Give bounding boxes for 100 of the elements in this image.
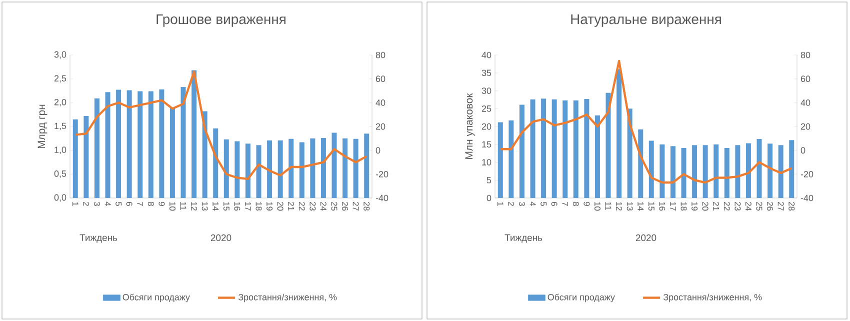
bar — [756, 139, 762, 198]
y-tick-label: 20 — [482, 123, 492, 130]
x-tick-label: 15 — [648, 202, 654, 211]
bar — [256, 145, 262, 198]
bar — [353, 138, 358, 198]
bar — [702, 145, 708, 198]
y-tick-label: 2,0 — [54, 98, 66, 106]
text: Тиждень — [504, 234, 542, 243]
x-tick-label: 13 — [202, 202, 208, 211]
x-tick-label: 2 — [83, 202, 90, 206]
x-tick-label: 3 — [518, 202, 525, 206]
x-tick-label: 19 — [692, 202, 698, 211]
y2-tick-label: -40 — [376, 194, 388, 202]
y-tick-label: 5 — [486, 176, 492, 184]
x-tick-label: 14 — [638, 202, 644, 211]
x-tick-label: 6 — [551, 202, 558, 206]
x-tick-label: 4 — [104, 202, 111, 206]
bar — [126, 90, 132, 198]
y2-tick-label: 60 — [800, 76, 810, 82]
x-tick-label: 17 — [245, 202, 251, 211]
x-tick-label: 24 — [320, 202, 326, 211]
x-axis-title: 2020 — [636, 234, 656, 242]
y2-tick-label: 0 — [800, 147, 806, 154]
x-tick-label: 23 — [310, 202, 316, 211]
y-tick-label: 10 — [482, 159, 492, 166]
bar — [288, 138, 294, 198]
y-axis-title: Млрд грн — [38, 104, 48, 148]
y-tick-label: 25 — [482, 105, 492, 112]
bar — [616, 69, 622, 198]
x-tick-label: 18 — [256, 202, 262, 211]
y2-tick-label: -40 — [800, 194, 814, 202]
bar — [299, 142, 304, 198]
y-tick-label: 0,0 — [54, 194, 66, 202]
bar — [606, 92, 611, 198]
line-series — [499, 60, 793, 184]
x-tick-label: 25 — [756, 202, 762, 211]
x-tick-label: 11 — [180, 202, 186, 210]
bar — [768, 144, 773, 198]
y2-tick-label: 60 — [376, 76, 386, 82]
bar — [681, 148, 686, 198]
y-tick-label: 0 — [486, 194, 492, 202]
bar — [789, 140, 794, 198]
bar — [692, 145, 698, 198]
bar — [84, 116, 89, 198]
bar — [310, 138, 316, 198]
y-tick-label: 2,5 — [54, 75, 66, 83]
y2-tick-label: 80 — [800, 52, 810, 58]
bar — [342, 138, 348, 198]
bar — [714, 144, 719, 198]
x-tick-label: 14 — [212, 202, 219, 211]
x-tick-label: 5 — [540, 202, 546, 206]
x-tick-label: 17 — [670, 202, 676, 211]
bar — [170, 107, 175, 198]
bar — [159, 89, 164, 198]
y2-tick-label: 40 — [800, 99, 810, 106]
bar — [213, 128, 218, 198]
bar — [562, 100, 568, 198]
bar — [498, 122, 503, 198]
x-tick-label: 2 — [508, 202, 514, 206]
bar — [180, 86, 186, 198]
x-tick-label: 27 — [352, 202, 359, 211]
x-tick-label: 7 — [562, 202, 568, 206]
x-tick-label: 20 — [277, 202, 284, 211]
x-tick-label: 10 — [594, 202, 600, 211]
bar — [138, 91, 143, 198]
x-tick-label: 4 — [530, 202, 536, 206]
x-tick-label: 12 — [616, 202, 622, 211]
x-tick-label: 8 — [572, 202, 579, 206]
y2-tick-label: 20 — [800, 123, 810, 130]
bar — [278, 140, 283, 198]
x-tick-label: 8 — [148, 202, 154, 206]
x-tick-label: 6 — [126, 202, 132, 206]
bar — [541, 98, 546, 198]
y2-tick-label: 0 — [376, 147, 380, 154]
legend-label: Зростання/зниження, % — [238, 294, 337, 302]
y2-tick-label: -20 — [800, 170, 814, 178]
bar — [735, 145, 740, 198]
x-tick-label: 27 — [778, 202, 784, 211]
y-tick-label: 35 — [482, 70, 492, 76]
x-tick-label: 22 — [298, 202, 305, 211]
x-tick-label: 20 — [702, 202, 708, 211]
legend-label: Обсяги продажу — [548, 294, 615, 302]
bar — [670, 146, 676, 198]
x-tick-label: 11 — [605, 202, 612, 210]
y-tick-label: 30 — [482, 88, 492, 94]
x-tick-label: 26 — [767, 202, 774, 211]
bar — [594, 115, 600, 198]
x-tick-label: 15 — [223, 202, 230, 211]
bar — [364, 134, 370, 198]
y2-tick-label: 20 — [376, 123, 386, 130]
chart-title: Грошове вираження — [156, 14, 286, 27]
bar — [234, 141, 240, 198]
bar — [202, 111, 208, 198]
bar — [116, 90, 122, 198]
bar — [245, 144, 250, 198]
x-tick-label: 16 — [234, 202, 240, 211]
bar — [320, 138, 326, 198]
bar — [584, 98, 590, 198]
bar — [573, 100, 578, 198]
bar — [267, 140, 272, 198]
